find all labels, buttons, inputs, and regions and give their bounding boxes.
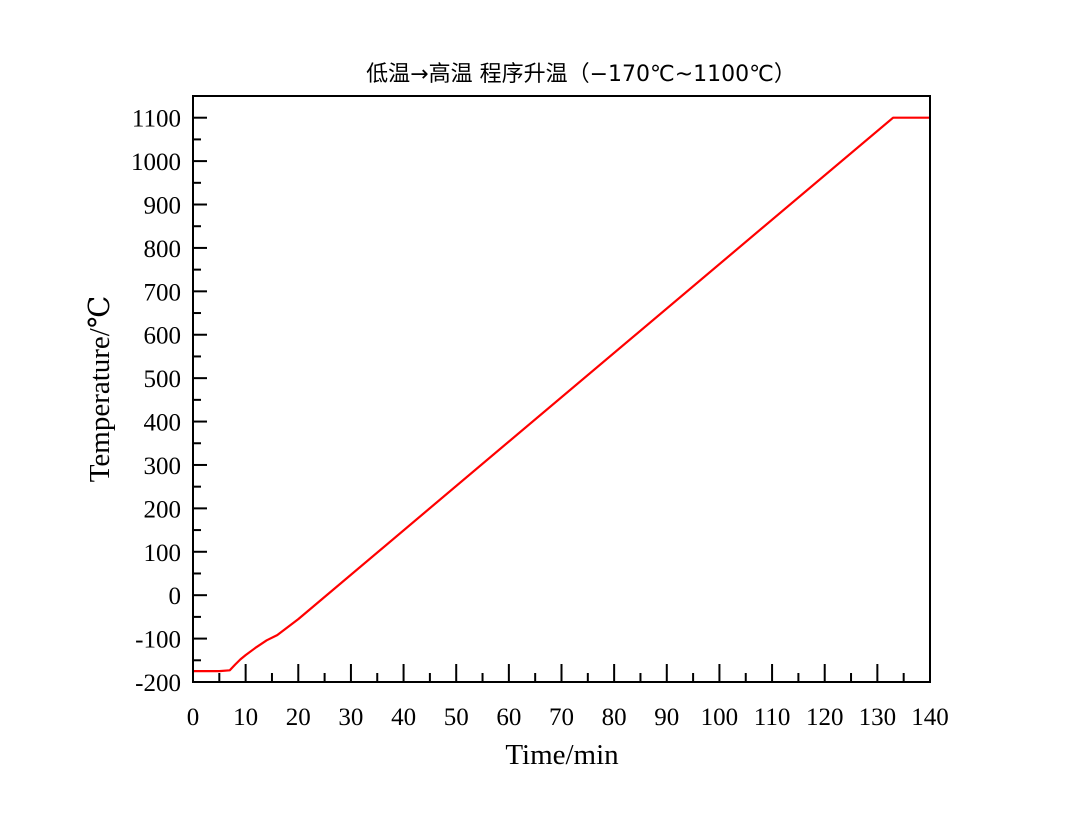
x-tick-label: 0 [187, 704, 200, 731]
y-tick-label: 100 [144, 540, 182, 567]
y-tick-label: 800 [144, 236, 182, 263]
x-tick-label: 60 [496, 704, 521, 731]
y-tick-label: 900 [144, 193, 182, 220]
x-tick-label: 10 [233, 704, 258, 731]
y-tick-label: 700 [144, 279, 182, 306]
plot-area [193, 116, 930, 673]
x-tick-label: 130 [859, 704, 897, 731]
axis-ticks: 0 10 20 30 40 50 60 70 80 90 100 110 120 130 140 -200 -1… [131, 95, 949, 731]
plot-frame [192, 95, 931, 683]
x-axis-label: Time/min [505, 739, 619, 771]
y-tick-label: 1100 [132, 106, 181, 133]
x-tick-label: 70 [549, 704, 574, 731]
x-tick-label: 110 [754, 704, 791, 731]
y-tick-label: 200 [144, 496, 182, 523]
x-tick-label: 20 [286, 704, 311, 731]
x-tick-label: 50 [444, 704, 469, 731]
chart-title: 低温→高温 程序升温（−170℃~1100℃） [366, 62, 796, 87]
y-tick-label: 400 [144, 410, 182, 437]
y-axis-label: Temperature/℃ [84, 296, 116, 483]
y-tick-label: -100 [135, 627, 181, 654]
y-tick-label: 500 [144, 366, 182, 393]
y-tick-label: -200 [135, 670, 181, 697]
x-tick-label: 120 [806, 704, 844, 731]
x-tick-label: 30 [338, 704, 363, 731]
y-tick-label: 0 [169, 583, 182, 610]
x-tick-label: 140 [911, 704, 949, 731]
x-tick-label: 80 [602, 704, 627, 731]
x-tick-label: 40 [391, 704, 416, 731]
x-tick-label: 100 [701, 704, 739, 731]
y-tick-label: 600 [144, 323, 182, 350]
y-tick-label: 1000 [131, 149, 181, 176]
y-tick-label: 300 [144, 453, 182, 480]
x-tick-label: 90 [654, 704, 679, 731]
temperature-series-line [193, 116, 930, 673]
